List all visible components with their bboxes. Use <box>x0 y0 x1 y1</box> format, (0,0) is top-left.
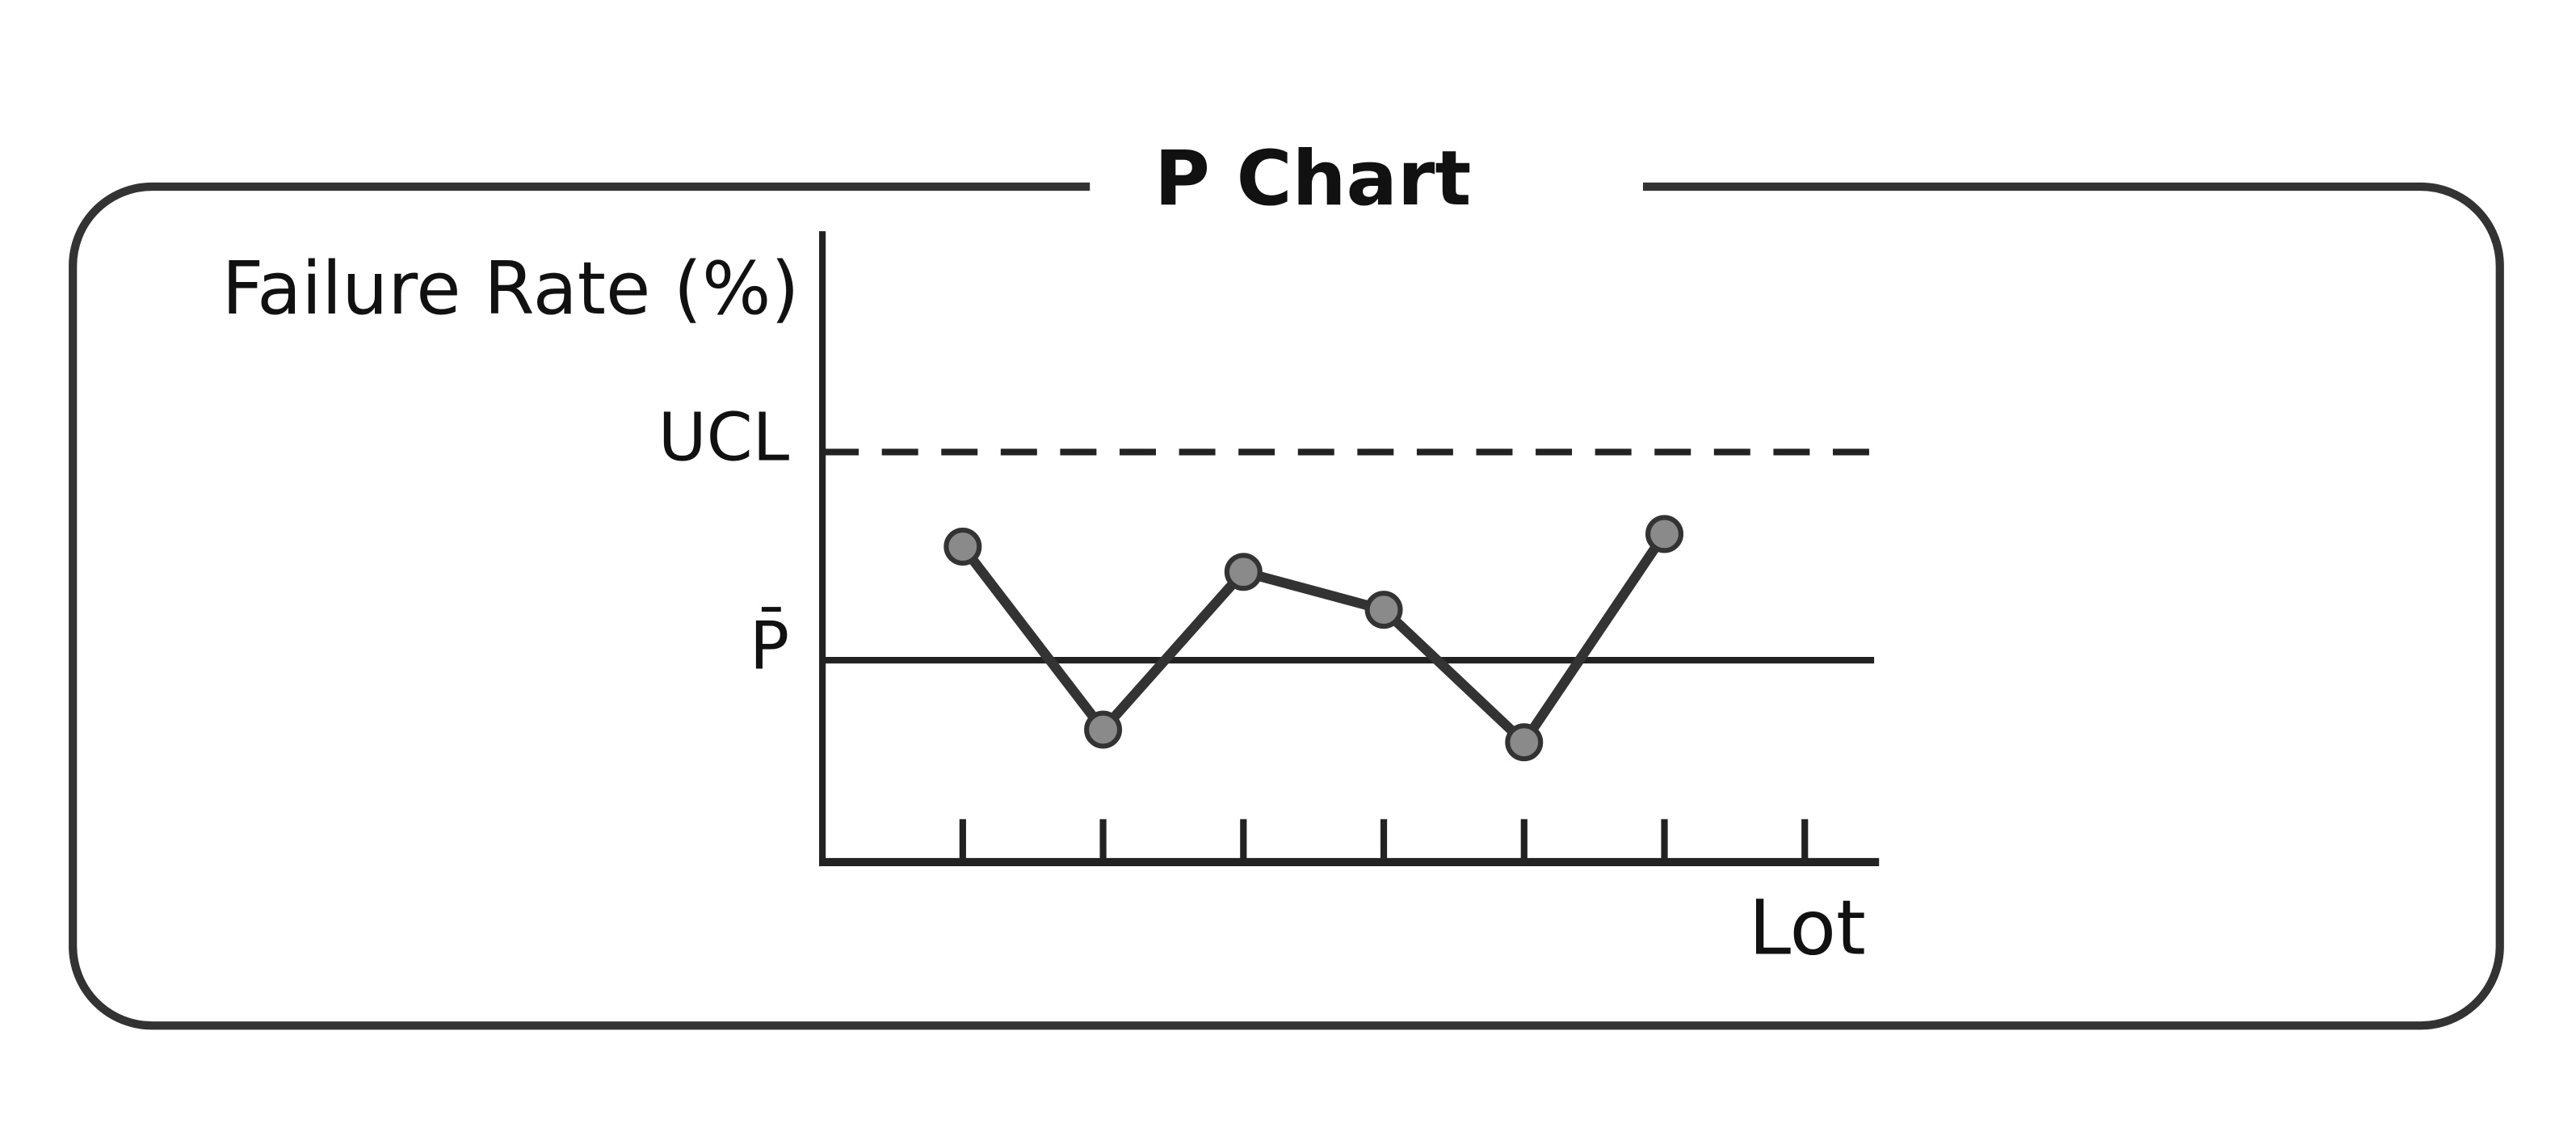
chart-title: P Chart <box>1154 135 1471 223</box>
y-tick-label: UCL <box>658 400 790 477</box>
y-axis-label: Failure Rate (%) <box>222 247 800 331</box>
title-gap <box>1090 157 1643 223</box>
data-line <box>958 531 1669 747</box>
y-tick-label: P̄ <box>750 607 789 684</box>
x-axis-label: Lot <box>1749 885 1866 973</box>
data-point <box>1084 710 1123 749</box>
data-point <box>1505 723 1544 762</box>
data-point <box>1224 553 1263 591</box>
data-point <box>1364 591 1403 629</box>
data-point <box>1645 515 1684 553</box>
data-point <box>943 528 982 566</box>
